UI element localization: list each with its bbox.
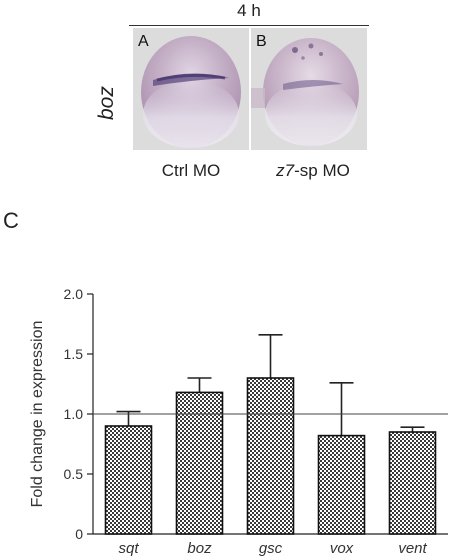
y-tick-label: 0.5 — [64, 466, 84, 482]
bar-vox — [317, 434, 366, 535]
panel-letter-a: A — [138, 33, 149, 50]
bar-sqt — [104, 425, 153, 535]
bar-gsc — [246, 377, 295, 535]
panel-c-label: C — [3, 208, 19, 233]
x-tick-label: vent — [398, 540, 427, 557]
panel-letter-b: B — [256, 33, 267, 50]
x-tick-label: gsc — [259, 540, 283, 557]
embryo-z7sp-svg: B — [251, 28, 367, 150]
y-axis-label: Fold change in expression — [29, 321, 46, 508]
x-tick-label: vox — [330, 540, 354, 557]
y-tick-label: 1.0 — [64, 406, 84, 422]
x-tick-label: sqt — [118, 540, 139, 557]
condition-label-z7sp: z7-sp MO — [253, 161, 373, 181]
y-tick-label: 2.0 — [64, 286, 84, 302]
y-tick-label: 1.5 — [64, 346, 84, 362]
time-label: 4 h — [237, 1, 261, 20]
condition-label-z7sp-italic: z7 — [276, 161, 295, 180]
bar-boz — [175, 391, 224, 535]
stain-band-b — [283, 80, 343, 90]
embryo-image-z7sp: B — [251, 28, 367, 150]
embryo-image-ctrl: A — [133, 28, 249, 150]
time-bracket-line — [129, 25, 369, 26]
bar-vent — [388, 431, 437, 535]
x-tick-label: boz — [187, 540, 212, 557]
embryo-ctrl-svg: A — [133, 28, 249, 150]
condition-label-z7sp-rest: -sp MO — [294, 161, 350, 180]
y-tick-label: 0 — [75, 526, 83, 542]
condition-label-ctrl: Ctrl MO — [161, 161, 221, 180]
